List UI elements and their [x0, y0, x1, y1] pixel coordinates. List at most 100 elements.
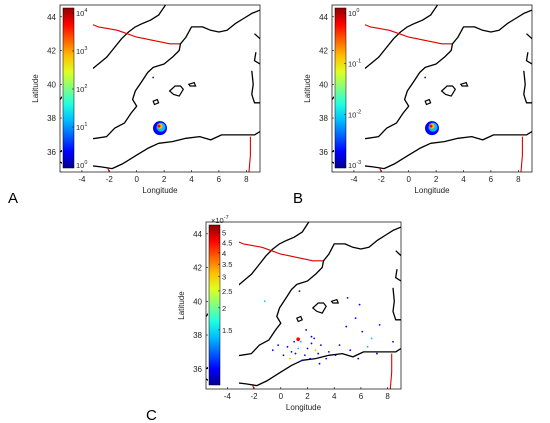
deposition-point	[310, 335, 313, 338]
colorbar-multiplier: ×10-7	[211, 215, 229, 225]
panel-letter: A	[8, 190, 18, 207]
coastline	[285, 222, 310, 242]
y-tick-label: 42	[193, 264, 202, 273]
deposition-point	[301, 359, 304, 362]
colorbar-tick-label: 2.5	[222, 287, 232, 296]
map-area	[60, 5, 260, 172]
border-line	[520, 136, 523, 172]
x-tick-label: -4	[78, 175, 86, 184]
colorbar-tick-label: 3.5	[222, 260, 232, 269]
x-tick-label: 4	[189, 175, 194, 184]
y-tick-label: 42	[319, 47, 328, 56]
coastline	[526, 33, 532, 40]
deposition-point	[290, 350, 293, 353]
y-tick-label: 44	[193, 230, 202, 239]
x-axis-label: Longitude	[414, 186, 450, 195]
deposition-point	[282, 354, 285, 357]
x-axis-label: Longitude	[142, 186, 178, 195]
deposition-point	[313, 337, 316, 340]
deposition-point	[366, 345, 369, 348]
island-outline	[330, 298, 340, 304]
y-tick-label: 40	[193, 297, 202, 306]
colorbar-tick-label: 2	[222, 304, 226, 313]
border-line	[227, 238, 324, 262]
y-axis-label: Latitude	[177, 291, 186, 320]
colorbar-tick-label: 10-3	[348, 160, 361, 170]
deposition-point	[345, 325, 348, 328]
deposition-point	[319, 344, 322, 347]
x-tick-label: 0	[279, 392, 284, 401]
x-tick-label: 2	[162, 175, 167, 184]
y-tick-label: 36	[47, 148, 56, 157]
deposition-point	[289, 357, 292, 360]
coastline	[253, 52, 260, 65]
colorbar-tick-label: 1.5	[222, 326, 232, 335]
colorbar	[62, 7, 75, 169]
panel-letter: C	[146, 407, 157, 423]
deposition-point	[354, 317, 357, 320]
x-tick-label: 4	[332, 392, 337, 401]
panel-letter: B	[293, 190, 303, 207]
y-tick-label: 44	[319, 13, 328, 22]
x-axis-label: Longitude	[286, 403, 322, 412]
coastline	[322, 226, 401, 262]
coastline	[141, 5, 167, 25]
deposition-peak	[296, 337, 300, 342]
deposition-point	[358, 303, 361, 306]
y-tick-label: 44	[47, 13, 56, 22]
deposition-point	[297, 347, 300, 350]
x-tick-label: 6	[489, 175, 494, 184]
colorbar-tick-label: 10-2	[348, 109, 361, 119]
deposition-point	[286, 345, 289, 348]
colorbar-tick-label: 103	[76, 46, 87, 56]
y-tick-label: 40	[47, 80, 56, 89]
island-outline	[296, 315, 303, 323]
x-tick-label: 8	[385, 392, 390, 401]
deposition-point	[392, 340, 394, 343]
island-outline	[168, 85, 185, 97]
axes-frame	[205, 221, 402, 390]
x-tick-label: 0	[134, 175, 139, 184]
x-tick-label: -2	[378, 175, 386, 184]
deposition-point	[277, 344, 280, 347]
y-tick-label: 38	[47, 114, 56, 123]
deposition-point	[306, 347, 309, 350]
x-tick-label: 6	[359, 392, 364, 401]
coastline	[392, 287, 401, 321]
x-tick-label: -4	[224, 392, 232, 401]
deposition-point	[346, 297, 349, 299]
axes-frame	[331, 4, 533, 173]
plume-core	[157, 124, 161, 128]
deposition-point	[334, 354, 337, 357]
y-tick-label: 40	[319, 80, 328, 89]
deposition-point	[299, 340, 302, 343]
coastline	[395, 269, 401, 282]
coastline	[523, 70, 532, 104]
y-tick-label: 38	[319, 114, 328, 123]
deposition-point	[310, 342, 313, 345]
x-tick-label: -2	[251, 392, 259, 401]
y-tick-label: 42	[47, 47, 56, 56]
y-axis-label: Latitude	[31, 74, 40, 103]
x-tick-label: 6	[217, 175, 222, 184]
x-tick-label: 2	[305, 392, 310, 401]
colorbar-tick-label: 100	[348, 8, 359, 18]
x-tick-label: 4	[461, 175, 466, 184]
island-outline	[152, 98, 160, 106]
island-outline	[187, 81, 197, 87]
island-outline	[440, 85, 457, 97]
x-tick-label: 8	[516, 175, 521, 184]
deposition-point	[293, 340, 296, 343]
deposition-point	[314, 349, 317, 352]
map-area	[332, 5, 532, 172]
colorbar	[334, 7, 347, 169]
panel-c: -4 -2 0 2 4 6 83638404244LongitudeLatitudeC1.5…	[146, 215, 402, 423]
deposition-point	[298, 290, 301, 293]
deposition-point	[376, 352, 378, 355]
plume-speck	[152, 76, 155, 79]
deposition-point	[349, 349, 352, 352]
colorbar	[208, 224, 221, 386]
deposition-point	[370, 337, 373, 340]
axes-frame	[59, 4, 261, 173]
